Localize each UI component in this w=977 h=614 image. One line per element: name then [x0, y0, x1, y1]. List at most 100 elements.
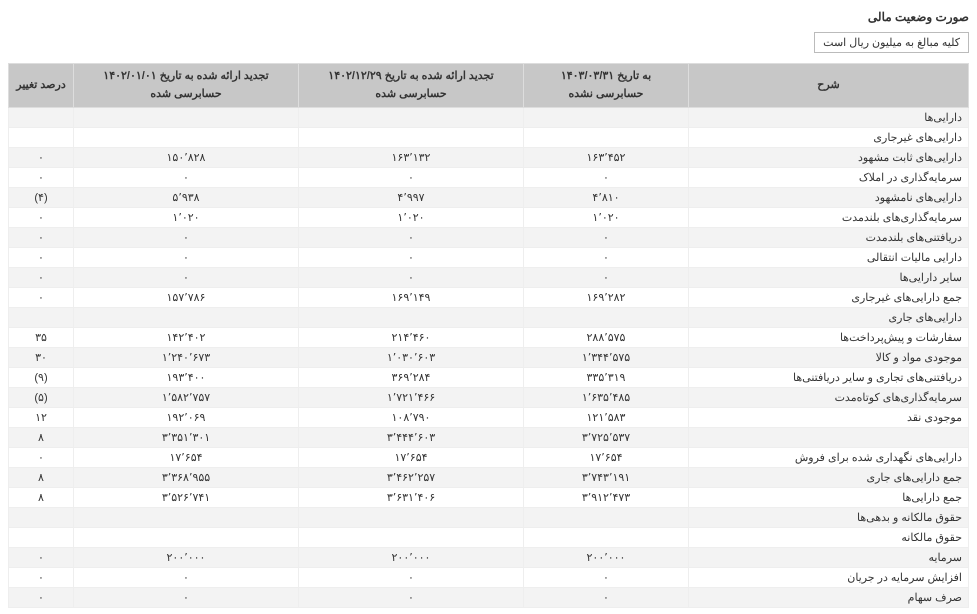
header-description: شرح: [689, 64, 969, 108]
cell-change: ۰: [9, 568, 74, 588]
table-row: سرمایه۲۰۰٬۰۰۰۲۰۰٬۰۰۰۲۰۰٬۰۰۰۰: [9, 548, 969, 568]
cell-col1: ۲۰۰٬۰۰۰: [524, 548, 689, 568]
table-row: سایر دارایی‌ها۰۰۰۰: [9, 268, 969, 288]
header-change: درصد تغییر: [9, 64, 74, 108]
cell-col1: ۱٬۰۲۰: [524, 208, 689, 228]
header-col1-line2: حسابرسی نشده: [569, 88, 644, 100]
cell-col3: ۰: [74, 268, 299, 288]
cell-desc: دارایی‌های نگهداری شده برای فروش: [689, 448, 969, 468]
header-chg-label: درصد تغییر: [16, 79, 65, 91]
cell-col3: [74, 128, 299, 148]
cell-desc: دارایی‌های ثابت مشهود: [689, 148, 969, 168]
cell-col2: ۰: [299, 268, 524, 288]
cell-col1: ۰: [524, 588, 689, 608]
header-col2-line2: حسابرسی شده: [375, 88, 446, 100]
table-row: افزایش سرمایه در جریان۰۰۰۰: [9, 568, 969, 588]
cell-col2: [299, 528, 524, 548]
cell-col2: ۰: [299, 168, 524, 188]
header-col1: به تاریخ ۱۴۰۳/۰۳/۳۱ حسابرسی نشده: [524, 64, 689, 108]
table-row: موجودی نقد۱۲۱٬۵۸۳۱۰۸٬۷۹۰۱۹۲٬۰۶۹۱۲: [9, 408, 969, 428]
cell-col3: ۱۷٬۶۵۴: [74, 448, 299, 468]
cell-change: [9, 128, 74, 148]
table-row: صرف سهام۰۰۰۰: [9, 588, 969, 608]
cell-col1: ۱۶۹٬۲۸۲: [524, 288, 689, 308]
table-row: دارایی‌های نامشهود۴٬۸۱۰۴٬۹۹۷۵٬۹۳۸(۴): [9, 188, 969, 208]
table-row: حقوق مالکانه و بدهی‌ها: [9, 508, 969, 528]
cell-col1: ۳٬۷۴۳٬۱۹۱: [524, 468, 689, 488]
table-row: سفارشات و پیش‌پرداخت‌ها۲۸۸٬۵۷۵۲۱۴٬۴۶۰۱۴۲…: [9, 328, 969, 348]
cell-col2: ۲۱۴٬۴۶۰: [299, 328, 524, 348]
table-row: حقوق مالکانه: [9, 528, 969, 548]
cell-col2: ۱۰۸٬۷۹۰: [299, 408, 524, 428]
cell-col1: [524, 508, 689, 528]
page-title: صورت وضعیت مالی: [8, 10, 969, 24]
cell-col2: ۱٬۰۲۰: [299, 208, 524, 228]
table-row: دارایی مالیات انتقالی۰۰۰۰: [9, 248, 969, 268]
cell-col1: ۰: [524, 568, 689, 588]
cell-col2: ۱٬۷۲۱٬۴۶۶: [299, 388, 524, 408]
table-row: سرمایه‌گذاری در املاک۰۰۰۰: [9, 168, 969, 188]
cell-change: [9, 308, 74, 328]
cell-col1: ۱۲۱٬۵۸۳: [524, 408, 689, 428]
cell-col3: ۳٬۵۲۶٬۷۴۱: [74, 488, 299, 508]
cell-change: ۸: [9, 488, 74, 508]
cell-col2: [299, 508, 524, 528]
table-row: جمع دارایی‌های غیرجاری۱۶۹٬۲۸۲۱۶۹٬۱۴۹۱۵۷٬…: [9, 288, 969, 308]
cell-col1: ۰: [524, 268, 689, 288]
cell-change: ۰: [9, 548, 74, 568]
cell-desc: دارایی‌ها: [689, 108, 969, 128]
cell-desc: سفارشات و پیش‌پرداخت‌ها: [689, 328, 969, 348]
cell-desc: سرمایه: [689, 548, 969, 568]
cell-change: ۰: [9, 228, 74, 248]
cell-change: ۳۵: [9, 328, 74, 348]
table-row: دارایی‌های غیرجاری: [9, 128, 969, 148]
cell-desc: [689, 428, 969, 448]
cell-col1: ۱۶۳٬۴۵۲: [524, 148, 689, 168]
table-row: جمع دارایی‌ها۳٬۹۱۲٬۴۷۳۳٬۶۳۱٬۴۰۶۳٬۵۲۶٬۷۴۱…: [9, 488, 969, 508]
cell-change: (۴): [9, 188, 74, 208]
cell-col2: ۰: [299, 568, 524, 588]
header-col2-line1: تجدید ارائه شده به تاریخ ۱۴۰۲/۱۲/۲۹: [328, 70, 493, 82]
table-row: سرمایه‌گذاری‌های بلندمدت۱٬۰۲۰۱٬۰۲۰۱٬۰۲۰۰: [9, 208, 969, 228]
cell-col3: ۱۴۲٬۴۰۲: [74, 328, 299, 348]
cell-change: [9, 108, 74, 128]
cell-col2: ۱۷٬۶۵۴: [299, 448, 524, 468]
cell-col2: [299, 308, 524, 328]
cell-col3: ۰: [74, 568, 299, 588]
cell-col3: ۰: [74, 228, 299, 248]
cell-col2: ۴٬۹۹۷: [299, 188, 524, 208]
cell-col1: ۱٬۳۴۴٬۵۷۵: [524, 348, 689, 368]
cell-col3: ۳٬۳۵۱٬۳۰۱: [74, 428, 299, 448]
header-col2: تجدید ارائه شده به تاریخ ۱۴۰۲/۱۲/۲۹ حساب…: [299, 64, 524, 108]
cell-col3: ۱۹۳٬۴۰۰: [74, 368, 299, 388]
header-col1-line1: به تاریخ ۱۴۰۳/۰۳/۳۱: [561, 70, 651, 82]
cell-col1: [524, 308, 689, 328]
cell-change: [9, 528, 74, 548]
cell-col1: ۰: [524, 248, 689, 268]
cell-col2: [299, 128, 524, 148]
cell-change: ۰: [9, 588, 74, 608]
currency-note: کلیه مبالغ به میلیون ریال است: [814, 32, 969, 53]
table-row: دارایی‌های ثابت مشهود۱۶۳٬۴۵۲۱۶۳٬۱۳۲۱۵۰٬۸…: [9, 148, 969, 168]
cell-col1: [524, 128, 689, 148]
cell-col1: ۱۷٬۶۵۴: [524, 448, 689, 468]
cell-col3: ۰: [74, 168, 299, 188]
cell-change: ۸: [9, 468, 74, 488]
cell-desc: صرف سهام: [689, 588, 969, 608]
header-col3-line2: حسابرسی شده: [150, 88, 221, 100]
cell-change: ۳۰: [9, 348, 74, 368]
cell-change: [9, 508, 74, 528]
cell-col2: ۱٬۰۳۰٬۶۰۳: [299, 348, 524, 368]
cell-desc: حقوق مالکانه و بدهی‌ها: [689, 508, 969, 528]
cell-col3: ۵٬۹۳۸: [74, 188, 299, 208]
cell-change: ۰: [9, 248, 74, 268]
cell-col1: ۳٬۷۲۵٬۵۳۷: [524, 428, 689, 448]
cell-col3: ۰: [74, 248, 299, 268]
cell-change: (۵): [9, 388, 74, 408]
cell-col3: [74, 308, 299, 328]
cell-col1: ۳۳۵٬۳۱۹: [524, 368, 689, 388]
cell-col2: ۰: [299, 588, 524, 608]
cell-col2: ۳٬۴۴۴٬۶۰۳: [299, 428, 524, 448]
cell-col3: ۱۵۷٬۷۸۶: [74, 288, 299, 308]
cell-col3: ۱٬۲۴۰٬۶۷۳: [74, 348, 299, 368]
